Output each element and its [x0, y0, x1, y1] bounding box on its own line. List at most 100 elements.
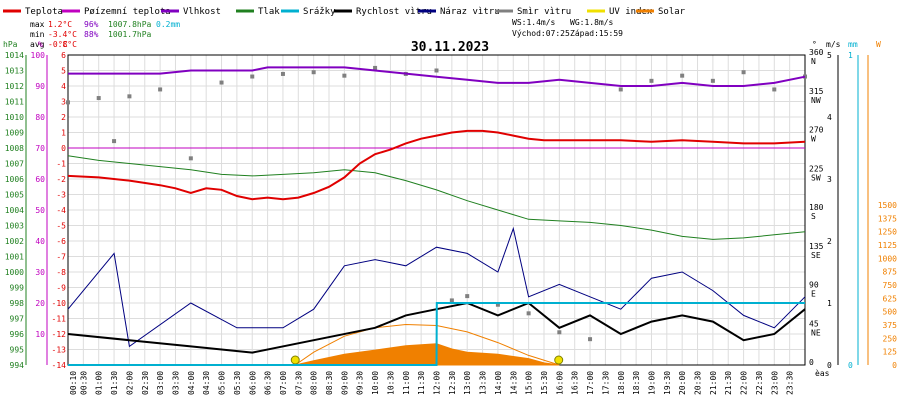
unit-pct: %	[38, 40, 43, 49]
tick-label-time: 05:00	[218, 371, 227, 395]
series-wind-dir-point	[434, 68, 439, 73]
tick-label-wm2: 375	[883, 321, 898, 330]
tick-label-time: 09:00	[340, 371, 349, 395]
tick-label-hpa: 996	[10, 330, 25, 339]
tick-label-dir-name: SE	[811, 251, 821, 260]
tick-label-hpa: 1012	[5, 82, 24, 91]
tick-label-degc: -11	[52, 315, 67, 324]
tick-label-time: 03:00	[156, 371, 165, 395]
series-wind-dir-point	[158, 87, 163, 92]
series-wind-dir-point	[526, 311, 531, 316]
tick-label-degc: -6	[56, 237, 66, 246]
tick-label-time: 23:00	[770, 371, 779, 395]
tick-label-time: 02:30	[141, 371, 150, 395]
tick-label-wm2: 1500	[878, 201, 897, 210]
tick-label-hpa: 1011	[5, 98, 24, 107]
tick-label-ms: 1	[827, 299, 832, 308]
wind-ws: WS:1.4m/s	[512, 18, 556, 27]
series-wind-dir-point	[557, 330, 562, 335]
legend-label: Solar	[658, 7, 686, 17]
stat-min-press: 1001.7hPa	[108, 30, 152, 39]
series-rain	[68, 302, 805, 366]
tick-label-pct: 60	[35, 175, 45, 184]
tick-label-dir-name: NW	[811, 96, 821, 105]
tick-label-mm: 1	[848, 51, 853, 60]
tick-label-dir: 180	[809, 203, 824, 212]
series-wind-dir-point	[188, 156, 193, 161]
tick-label-hpa: 998	[10, 299, 25, 308]
tick-label-time: 18:30	[632, 371, 641, 395]
unit-deg: °	[812, 40, 817, 49]
tick-label-dir-name: S	[811, 212, 816, 221]
tick-label-time: 01:30	[110, 371, 119, 395]
legend-label: Tlak	[258, 7, 280, 17]
tick-label-time: 21:30	[724, 371, 733, 395]
tick-label-time: 20:30	[694, 371, 703, 395]
tick-label-time: 07:30	[294, 371, 303, 395]
tick-label-hpa: 1004	[5, 206, 24, 215]
unit-ms: m/s	[826, 40, 841, 49]
tick-label-ms: 0	[827, 361, 832, 370]
tick-label-time: 05:30	[233, 371, 242, 395]
tick-label-pct: 70	[35, 144, 45, 153]
tick-label-time: 00:30	[79, 371, 88, 395]
tick-label-time: 20:00	[678, 371, 687, 395]
series-wind-dir-point	[741, 70, 746, 75]
series-wind-dir-point	[311, 70, 316, 75]
unit-time: èas	[815, 368, 830, 378]
tick-label-time: 11:30	[417, 371, 426, 395]
tick-label-degc: -9	[56, 284, 66, 293]
legend: Teplota Pøízemní teplota Vlhkost Tlak Srážky…	[3, 7, 686, 17]
tick-label-time: 12:30	[448, 371, 457, 395]
series-wind-dir-point	[112, 139, 117, 144]
legend-label: UV index	[609, 7, 653, 17]
tick-label-dir: 360	[809, 48, 824, 57]
stat-max-press: 1007.8hPa	[108, 20, 152, 29]
tick-label-dir: 135	[809, 242, 824, 251]
tick-label-pct: 20	[35, 299, 45, 308]
tick-label-degc: 5	[61, 67, 66, 76]
tick-label-dir: 90	[809, 281, 819, 290]
tick-label-wm2: 0	[892, 361, 897, 370]
tick-label-hpa: 1008	[5, 144, 24, 153]
tick-label-pct: 30	[35, 268, 45, 277]
series-wind-dir-point	[373, 65, 378, 70]
series-wind-dir-point	[495, 302, 500, 307]
tick-label-hpa: 1006	[5, 175, 24, 184]
series-wind-dir-point	[280, 71, 285, 76]
series-wind-dir-point	[250, 74, 255, 79]
tick-label-pct: 90	[35, 82, 45, 91]
tick-label-time: 14:00	[494, 371, 503, 395]
tick-label-hpa: 1002	[5, 237, 24, 246]
stat-min-temp: -3.4°C	[48, 30, 77, 39]
tick-label-ms: 4	[827, 113, 832, 122]
tick-label-time: 06:00	[248, 371, 257, 395]
tick-label-time: 09:30	[356, 371, 365, 395]
tick-label-wm2: 625	[883, 294, 898, 303]
axes: 1014101310121011101010091008100710061005…	[5, 48, 897, 395]
unit-mm: mm	[848, 40, 858, 49]
legend-label: Vlhkost	[183, 7, 221, 17]
tick-label-wm2: 1000	[878, 254, 897, 263]
series-wind-dir-point	[449, 298, 454, 303]
tick-label-wm2: 500	[883, 308, 898, 317]
tick-label-time: 18:00	[617, 371, 626, 395]
stats-block: max 1.2°C 96% 1007.8hPa 0.2mm min -3.4°C…	[30, 20, 180, 49]
tick-label-degc: -13	[52, 346, 67, 355]
series-wind-dir-point	[219, 80, 224, 85]
legend-label: Rychlost vìtru	[356, 7, 432, 17]
tick-label-time: 22:30	[755, 371, 764, 395]
series-wind-dir-point	[680, 73, 685, 78]
tick-label-time: 10:30	[386, 371, 395, 395]
grid	[67, 54, 806, 366]
sunset-marker	[554, 355, 564, 365]
tick-label-time: 23:30	[786, 371, 795, 395]
tick-label-dir-name: NE	[811, 328, 821, 337]
tick-label-time: 02:00	[125, 371, 134, 395]
tick-label-time: 13:00	[463, 371, 472, 395]
tick-label-degc: -8	[56, 268, 66, 277]
series-wind-dir-point	[588, 337, 593, 342]
tick-label-degc: -3	[56, 191, 66, 200]
